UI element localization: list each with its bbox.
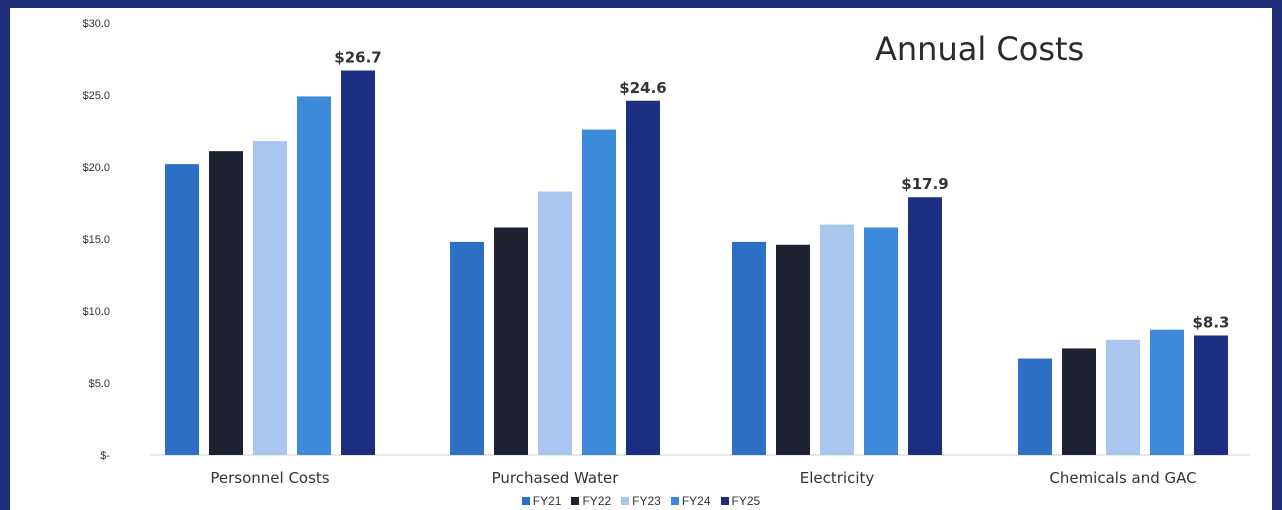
legend-label: FY21 <box>532 494 562 508</box>
bar-fy25 <box>908 197 942 456</box>
bar-fy24 <box>864 227 898 455</box>
legend-label: FY22 <box>582 494 612 508</box>
category-label: Chemicals and GAC <box>1049 469 1196 487</box>
legend-swatch <box>571 497 580 505</box>
bar-fy21 <box>732 241 766 455</box>
data-label: $17.9 <box>901 175 948 193</box>
legend-label: FY24 <box>681 494 711 508</box>
legend-item-fy24: FY24 <box>670 494 711 508</box>
y-tick-label: $20.0 <box>82 162 110 174</box>
data-label: $8.3 <box>1192 313 1229 331</box>
bar-fy23 <box>820 224 854 455</box>
y-tick-label: $- <box>100 450 110 462</box>
legend-label: FY25 <box>731 494 761 508</box>
legend-swatch <box>521 497 530 505</box>
category-label: Personnel Costs <box>210 469 329 487</box>
bar-fy21 <box>1018 358 1052 455</box>
category-label: Electricity <box>800 469 875 487</box>
legend-label: FY23 <box>632 494 661 508</box>
bar-fy24 <box>1150 329 1184 455</box>
bar-fy24 <box>297 96 331 455</box>
data-label: $24.6 <box>619 79 666 97</box>
legend-item-fy23: FY23 <box>621 494 661 508</box>
y-tick-label: $10.0 <box>82 306 110 318</box>
bar-fy22 <box>494 227 528 455</box>
bar-fy22 <box>776 244 810 455</box>
bar-fy21 <box>450 241 484 455</box>
bar-fy25 <box>1194 335 1228 455</box>
data-label: $26.7 <box>334 49 381 67</box>
bar-fy25 <box>341 70 375 455</box>
y-tick-label: $25.0 <box>82 90 110 102</box>
bar-fy21 <box>165 164 199 455</box>
chart-panel: $- $5.0 $10.0 $15.0 $20.0 $25.0 $30.0 Personnel… <box>10 8 1272 510</box>
legend-item-fy21: FY21 <box>521 494 562 508</box>
chart-title: Annual Costs <box>875 30 1085 68</box>
legend-item-fy22: FY22 <box>571 494 611 508</box>
bar-fy25 <box>626 100 660 455</box>
bar-chart: $- $5.0 $10.0 $15.0 $20.0 $25.0 $30.0 Personnel… <box>82 18 1250 487</box>
legend-swatch <box>720 497 729 505</box>
y-tick-label: $15.0 <box>82 234 110 246</box>
chart-legend: FY21 FY22 FY23 FY24 FY25 <box>10 494 1272 508</box>
bar-fy22 <box>209 151 243 455</box>
y-tick-label: $30.0 <box>82 18 110 30</box>
bar-fy24 <box>582 129 616 455</box>
legend-swatch <box>621 497 630 505</box>
bar-fy22 <box>1062 348 1096 455</box>
legend-item-fy25: FY25 <box>720 494 761 508</box>
legend-swatch <box>670 497 679 505</box>
bar-fy23 <box>1106 339 1140 455</box>
bar-fy23 <box>538 191 572 456</box>
y-tick-label: $5.0 <box>89 378 110 390</box>
bar-fy23 <box>253 141 287 455</box>
category-label: Purchased Water <box>492 469 620 487</box>
